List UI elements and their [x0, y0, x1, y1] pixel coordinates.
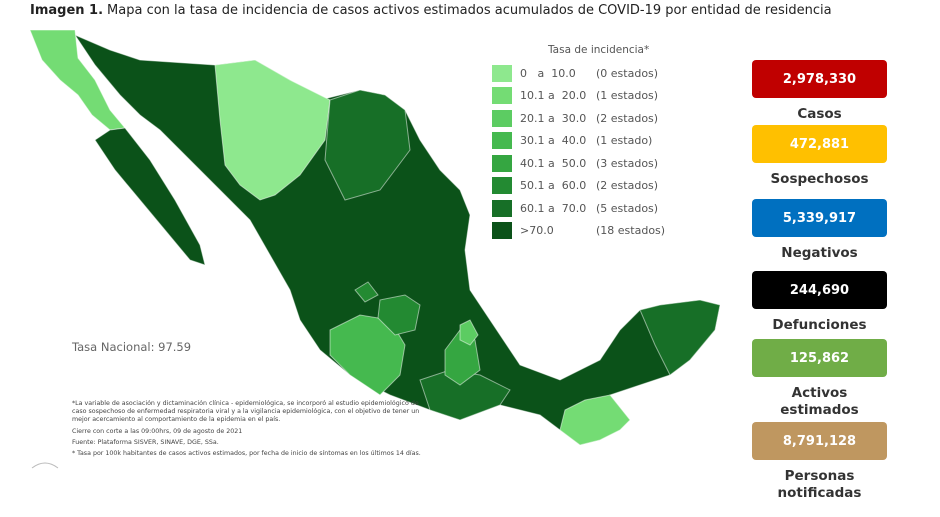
legend-count: (1 estados)	[596, 89, 659, 103]
legend-count: (1 estado)	[596, 134, 653, 148]
stat-label: Sospechosos	[770, 171, 869, 187]
region	[214, 59, 331, 201]
note: *La variable de asociación y dictaminaci…	[72, 400, 420, 424]
region	[329, 314, 406, 396]
stat-value: 5,339,917	[752, 199, 887, 237]
legend-item: 60.1 a 70.0 (5 estados)	[492, 197, 665, 220]
legend-count: (18 estados)	[596, 224, 666, 238]
stat-label: Negativos	[781, 245, 858, 261]
legend-items: 0 a 10.0 (0 estados) 10.1 a 20.0 (1 estados…	[492, 62, 665, 242]
legend-range: 50.1 a 60.0	[520, 179, 587, 193]
legend-count: (5 estados)	[596, 201, 659, 215]
stat-value: 244,690	[752, 271, 887, 309]
region	[639, 299, 721, 376]
legend-swatch	[492, 222, 512, 240]
legend-item: 20.1 a 30.0 (2 estados)	[492, 107, 665, 130]
legend-range: 30.1 a 40.0	[520, 134, 587, 148]
map	[29, 29, 721, 469]
logo	[31, 462, 59, 469]
legend-swatch	[492, 87, 512, 105]
region	[94, 127, 206, 266]
legend-count: (3 estados)	[596, 156, 659, 170]
legend-title: Tasa de incidencia*	[548, 44, 650, 56]
legend-item: 40.1 a 50.0 (3 estados)	[492, 152, 665, 175]
legend-range: 20.1 a 30.0	[520, 111, 587, 125]
legend-item: >70.0 (18 estados)	[492, 220, 665, 243]
legend-range: 60.1 a 70.0	[520, 201, 587, 215]
stat-label: Casos	[797, 106, 842, 122]
stat-value: 472,881	[752, 125, 887, 163]
title: Imagen 1. Mapa con la tasa de incidencia …	[30, 3, 832, 18]
legend-count: (0 estados)	[596, 66, 659, 80]
stat: 2,978,330 Casos	[752, 60, 887, 123]
legend-item: 30.1 a 40.0 (1 estado)	[492, 130, 665, 153]
stat: 125,862 Activos estimados	[752, 339, 887, 419]
region	[559, 394, 631, 446]
legend-count: (2 estados)	[596, 179, 659, 193]
note: * Tasa por 100k habitantes de casos acti…	[72, 449, 421, 457]
legend-swatch	[492, 154, 512, 172]
notes: *La variable de asociación y dictaminaci…	[72, 400, 432, 461]
legend-range: 10.1 a 20.0	[520, 89, 587, 103]
legend-item: 0 a 10.0 (0 estados)	[492, 62, 665, 85]
legend: Tasa de incidencia* 0 a 10.0 (0 estados) 1…	[492, 44, 665, 242]
legend-item: 50.1 a 60.0 (2 estados)	[492, 175, 665, 198]
note: Cierre con corte a las 09:00hrs, 09 de a…	[72, 427, 243, 435]
stat: 472,881 Sospechosos	[752, 125, 887, 188]
stat: 5,339,917 Negativos	[752, 199, 887, 262]
legend-swatch	[492, 199, 512, 217]
note: Fuente: Plataforma SISVER, SINAVE, DGE, …	[72, 438, 219, 446]
legend-count: (2 estados)	[596, 111, 659, 125]
stat-value: 2,978,330	[752, 60, 887, 98]
legend-swatch	[492, 109, 512, 127]
legend-swatch	[492, 177, 512, 195]
stat-label: Activos estimados	[780, 385, 859, 418]
legend-item: 10.1 a 20.0 (1 estados)	[492, 85, 665, 108]
stat: 244,690 Defunciones	[752, 271, 887, 334]
title-text: Mapa con la tasa de incidencia de casos …	[107, 3, 832, 18]
stat-label: Personas notificadas	[777, 468, 862, 501]
legend-swatch	[492, 64, 512, 82]
legend-range: 0 a 10.0	[520, 66, 576, 80]
region	[324, 89, 411, 201]
stat-label: Defunciones	[772, 317, 867, 333]
national-rate: Tasa Nacional: 97.59	[72, 340, 192, 354]
stat: 8,791,128 Personas notificadas	[752, 422, 887, 502]
stat-value: 8,791,128	[752, 422, 887, 460]
region	[459, 319, 479, 346]
region	[354, 281, 379, 303]
legend-range: 40.1 a 50.0	[520, 156, 587, 170]
region	[377, 294, 421, 336]
legend-swatch	[492, 132, 512, 150]
stat-value: 125,862	[752, 339, 887, 377]
legend-range: >70.0	[520, 224, 554, 238]
title-label: Imagen 1.	[30, 3, 104, 18]
